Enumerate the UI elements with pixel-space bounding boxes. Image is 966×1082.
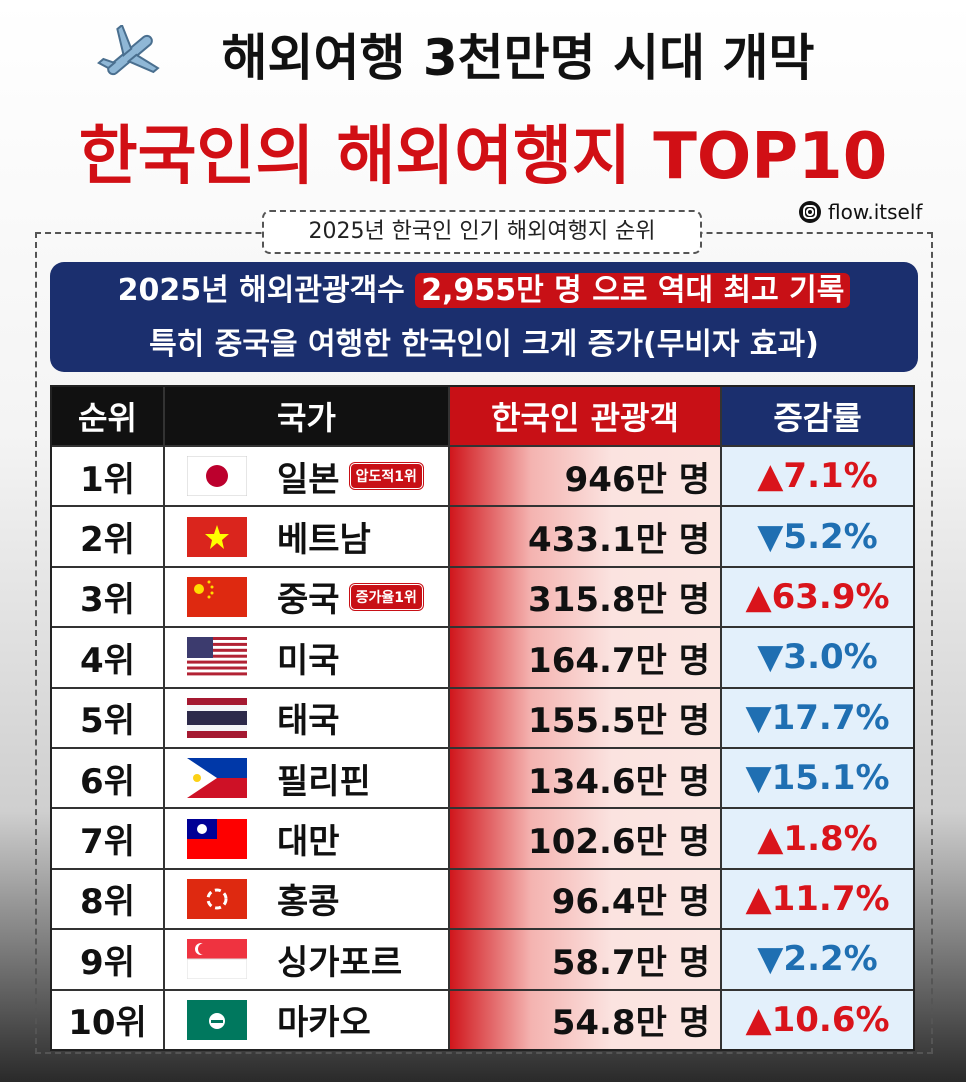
change: ▲11.7% xyxy=(722,869,913,929)
banner: 2025년 해외관광객수 2,955만 명 으로 역대 최고 기록 특히 중국을… xyxy=(50,262,918,372)
country: 홍콩 xyxy=(277,882,340,923)
country-cell: 홍콩 xyxy=(165,869,450,929)
visitors: 134.6만 명 xyxy=(450,748,722,808)
change: ▲63.9% xyxy=(722,567,913,627)
table-row: 6위 필리핀 134.6만 명 ▼15.1% xyxy=(52,746,913,808)
flag xyxy=(187,516,247,557)
banner-line: 2025년 해외관광객수 2,955만 명 으로 역대 최고 기록 xyxy=(50,266,918,316)
rank: 10위 xyxy=(52,990,165,1049)
instagram-icon xyxy=(799,201,821,223)
country: 싱가포르 xyxy=(277,942,403,983)
visitors: 433.1만 명 xyxy=(450,507,722,566)
flag xyxy=(187,818,247,859)
country: 태국 xyxy=(277,701,340,742)
flag xyxy=(187,637,247,678)
rank: 7위 xyxy=(52,809,165,868)
table-row: 2위 베트남 433.1만 명 ▼5.2% xyxy=(52,505,913,566)
country-cell: 일본 압도적1위 xyxy=(165,447,450,506)
country: 대만 xyxy=(277,822,340,863)
country-cell: 태국 xyxy=(165,688,450,747)
country-cell: 대만 xyxy=(165,809,450,868)
change: ▲7.1% xyxy=(722,447,913,506)
country-cell: 중국 증가율1위 xyxy=(165,567,450,627)
visitors: 164.7만 명 xyxy=(450,628,722,687)
table-row: 10위 마카오 54.8만 명 ▲10.6% xyxy=(52,988,913,1049)
table-row: 3위 중국 증가율1위 315.8만 명 ▲63.9% xyxy=(52,565,913,627)
change: ▼2.2% xyxy=(722,930,913,989)
handle: flow.itself xyxy=(798,200,922,224)
change: ▼17.7% xyxy=(722,688,913,747)
table-row: 4위 미국 164.7만 명 ▼3.0% xyxy=(52,626,913,687)
header-cell: 한국인 관광객 xyxy=(450,387,722,445)
country: 일본 xyxy=(277,459,340,500)
header-cell: 순위 xyxy=(52,387,165,445)
rank: 4위 xyxy=(52,628,165,687)
change: ▲10.6% xyxy=(722,990,913,1049)
badge: 증가율1위 xyxy=(349,583,423,610)
visitors: 54.8만 명 xyxy=(450,990,722,1049)
rank: 2위 xyxy=(52,507,165,566)
change: ▲1.8% xyxy=(722,809,913,868)
banner-highlight: 2,955만 명 으로 역대 최고 기록 xyxy=(415,273,851,308)
visitors: 155.5만 명 xyxy=(450,688,722,747)
headline: 한국인의 해외여행지 TOP10 xyxy=(78,120,888,194)
table-row: 1위 일본 압도적1위 946만 명 ▲7.1% xyxy=(52,445,913,506)
country: 중국 xyxy=(277,580,340,621)
rank: 6위 xyxy=(52,748,165,808)
ranking-table: 순위 국가 한국인 관광객 증감률 1위 일본 압도적1위 946만 명 ▲7.1% 2위 베트남 4… xyxy=(50,385,915,1051)
airplane-icon xyxy=(97,25,160,76)
flag xyxy=(187,939,247,980)
rank: 8위 xyxy=(52,869,165,929)
visitors: 58.7만 명 xyxy=(450,930,722,989)
change: ▼3.0% xyxy=(722,628,913,687)
flag xyxy=(187,456,247,497)
banner-lead: 2025년 해외관광객수 xyxy=(117,273,405,308)
visitors: 315.8만 명 xyxy=(450,567,722,627)
table-row: 9위 싱가포르 58.7만 명 ▼2.2% xyxy=(52,928,913,989)
visitors: 946만 명 xyxy=(450,447,722,506)
header-row: 순위 국가 한국인 관광객 증감률 xyxy=(52,387,913,445)
visitors: 96.4만 명 xyxy=(450,869,722,929)
table-row: 8위 홍콩 96.4만 명 ▲11.7% xyxy=(52,867,913,929)
flag xyxy=(187,878,247,919)
country: 미국 xyxy=(277,640,340,681)
country: 마카오 xyxy=(277,1003,371,1044)
country: 베트남 xyxy=(277,520,371,561)
header-cell: 증감률 xyxy=(722,387,913,445)
table-row: 5위 태국 155.5만 명 ▼17.7% xyxy=(52,686,913,747)
table-row: 7위 대만 102.6만 명 ▲1.8% xyxy=(52,807,913,868)
badge: 압도적1위 xyxy=(349,463,423,490)
rank: 1위 xyxy=(52,447,165,506)
header-cell: 국가 xyxy=(165,387,450,445)
handle-text: flow.itself xyxy=(828,200,923,224)
banner-line: 특히 중국을 여행한 한국인이 크게 증가(무비자 효과) xyxy=(149,327,819,362)
country-cell: 미국 xyxy=(165,628,450,687)
subtitle: 2025년 한국인 인기 해외여행지 순위 xyxy=(262,210,702,254)
change: ▼5.2% xyxy=(722,507,913,566)
flag xyxy=(187,758,247,799)
country-cell: 마카오 xyxy=(165,990,450,1049)
country-cell: 싱가포르 xyxy=(165,930,450,989)
country-cell: 베트남 xyxy=(165,507,450,566)
country-cell: 필리핀 xyxy=(165,748,450,808)
flag xyxy=(187,697,247,738)
rank: 5위 xyxy=(52,688,165,747)
flag xyxy=(187,999,247,1040)
country: 필리핀 xyxy=(277,761,371,802)
title: 해외여행 3천만명 시대 개막 xyxy=(221,29,815,87)
flag xyxy=(187,576,247,617)
visitors: 102.6만 명 xyxy=(450,809,722,868)
rank: 9위 xyxy=(52,930,165,989)
rank: 3위 xyxy=(52,567,165,627)
change: ▼15.1% xyxy=(722,748,913,808)
